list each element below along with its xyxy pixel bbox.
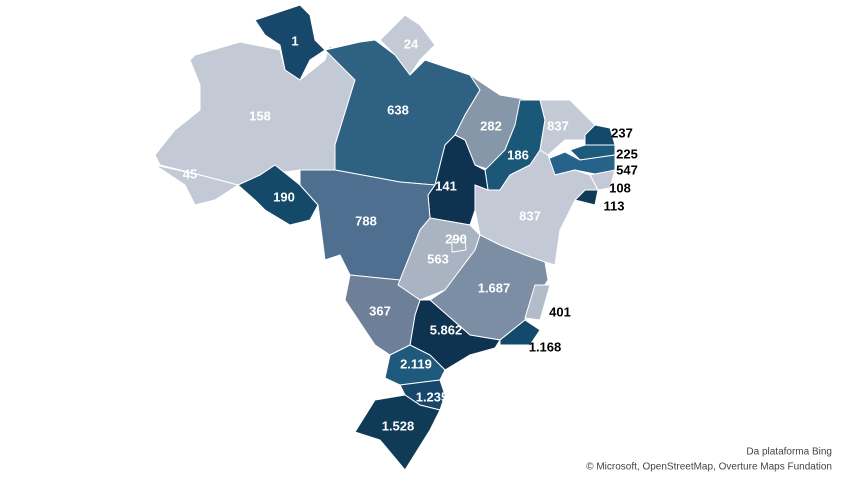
region-label: 290 — [445, 231, 467, 246]
region-label: 141 — [435, 178, 457, 193]
region-label: 837 — [547, 118, 569, 133]
region-label: 1.687 — [478, 280, 511, 295]
regions — [154, 4, 616, 471]
region — [499, 319, 541, 346]
region — [254, 4, 326, 81]
region-label: 186 — [507, 147, 529, 162]
attribution: Da plataforma Bing — [746, 447, 832, 458]
region-label: 638 — [387, 102, 409, 117]
region-label: 547 — [616, 162, 638, 177]
region — [237, 164, 319, 226]
region-label: 45 — [183, 166, 197, 181]
region-label: 837 — [519, 208, 541, 223]
region — [354, 394, 441, 471]
region-label: 1 — [291, 33, 298, 48]
region-label: 367 — [369, 303, 391, 318]
region — [344, 274, 421, 356]
region-label: 788 — [355, 213, 377, 228]
region-label: 113 — [604, 198, 625, 213]
region-label: 282 — [480, 118, 502, 133]
attribution: © Microsoft, OpenStreetMap, Overture Map… — [586, 462, 832, 473]
region — [524, 284, 551, 321]
region-label: 237 — [611, 125, 633, 140]
region-label: 108 — [609, 180, 631, 195]
region-label: 190 — [273, 189, 295, 204]
region-label: 24 — [404, 36, 419, 51]
region-label: 5.862 — [430, 322, 463, 337]
region-label: 1.235 — [416, 389, 449, 404]
region-label: 158 — [249, 108, 271, 123]
region — [384, 344, 446, 386]
region-label: 1.168 — [529, 339, 562, 354]
region-label: 1.528 — [382, 418, 415, 433]
region-label: 225 — [616, 146, 638, 161]
region-label: 2.119 — [400, 356, 432, 371]
region — [154, 164, 240, 206]
region — [539, 99, 596, 156]
region — [451, 237, 467, 253]
region-label: 563 — [427, 251, 449, 266]
region-label: 401 — [549, 304, 571, 319]
